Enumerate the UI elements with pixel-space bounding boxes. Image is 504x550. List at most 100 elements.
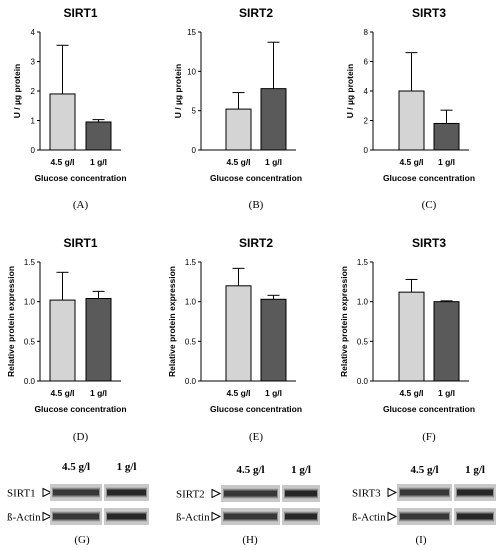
y-tick-label: 15 [187, 28, 196, 37]
x-axis-label: Glucose concentration [210, 173, 302, 183]
chart-panel-b: SIRT2 0 5 10 15 U / µg protein 4.5 g/l 1 g/l Glu… [173, 6, 302, 211]
band [400, 513, 449, 520]
y-tick-label: 0.0 [24, 377, 36, 386]
y-tick-label: 8 [364, 28, 369, 37]
bar [260, 88, 287, 151]
y-tick-label: 1.0 [357, 298, 369, 307]
band [224, 513, 277, 520]
blot-row-label: ß-Actin [352, 512, 386, 524]
x-tick-label: 1 g/l [265, 388, 282, 398]
panel-label: (E) [249, 431, 263, 443]
chart-title: SIRT3 [412, 236, 446, 250]
panel-label: (A) [73, 199, 89, 211]
band [457, 489, 493, 496]
chart-title: SIRT1 [63, 6, 97, 20]
y-axis-label: Relative protein expression [167, 266, 177, 377]
chart-title: SIRT3 [412, 6, 446, 20]
chart-panel-e: SIRT2 0.0 0.5 1.0 1.5 Relative protein expres… [167, 236, 302, 443]
blot-column-label: 1 g/l [291, 464, 311, 476]
chart-title: SIRT1 [63, 236, 97, 250]
y-axis-label: U / µg protein [173, 64, 183, 118]
band [53, 513, 99, 520]
bar [225, 108, 252, 151]
bar [433, 301, 460, 382]
arrow-icon [387, 487, 398, 498]
blot-row-label: SIRT3 [352, 488, 381, 500]
band [224, 490, 277, 497]
arrow-icon [42, 511, 53, 522]
blot-column-label: 1 g/l [117, 461, 137, 473]
y-tick-label: 2 [31, 87, 36, 96]
y-tick-label: 0.5 [185, 337, 197, 346]
y-axis-label: U / µg protein [345, 64, 355, 118]
bar [49, 93, 76, 151]
bar [85, 297, 112, 382]
y-tick-label: 1.0 [185, 298, 197, 307]
panel-label: (H) [242, 534, 258, 546]
y-tick-label: 1.0 [24, 298, 36, 307]
bar [49, 299, 76, 382]
y-tick-label: 6 [364, 58, 369, 67]
x-tick-label: 4.5 g/l [50, 388, 74, 398]
x-axis-label: Glucose concentration [383, 173, 475, 183]
bar [260, 298, 287, 382]
y-tick-label: 0 [364, 146, 369, 155]
y-tick-label: 3 [31, 58, 36, 67]
blot-panel-g: 4.5 g/l 1 g/l SIRT1 ß-Actin (G) [7, 461, 149, 546]
chart-panel-f: SIRT3 0.0 0.5 1.0 1.5 Relative protein expres… [339, 236, 475, 443]
band [107, 489, 146, 496]
y-tick-label: 1 [31, 117, 36, 126]
chart-panel-a: SIRT1 0 1 2 3 4 U / µg protein 4.5 g/l 1 g/l Gluc… [12, 6, 127, 211]
blot-row-label: SIRT1 [7, 488, 36, 500]
blot-panel-h: 4.5 g/l 1 g/l SIRT2 ß-Actin (H) [176, 464, 320, 546]
y-axis-label: Relative protein expression [6, 266, 16, 377]
y-tick-label: 0.5 [24, 337, 36, 346]
chart-title: SIRT2 [239, 236, 273, 250]
panel-label: (F) [422, 431, 436, 443]
arrow-icon [211, 488, 222, 499]
arrow-icon [387, 511, 398, 522]
y-tick-label: 4 [31, 28, 36, 37]
y-tick-label: 0.0 [357, 377, 369, 386]
band [457, 513, 493, 520]
y-tick-label: 1.5 [185, 258, 197, 267]
blot-column-label: 4.5 g/l [236, 464, 264, 476]
blot-panel-i: 4.5 g/l 1 g/l SIRT3 ß-Actin (I) [352, 464, 496, 546]
band [107, 513, 146, 520]
panel-label: (G) [74, 534, 90, 546]
y-tick-label: 0.5 [357, 337, 369, 346]
y-tick-label: 4 [364, 87, 369, 96]
y-axis-label: U / µg protein [12, 64, 22, 118]
band [400, 489, 449, 496]
panel-label: (D) [73, 431, 89, 443]
panel-label: (I) [416, 534, 427, 546]
x-tick-label: 4.5 g/l [399, 157, 423, 167]
x-tick-label: 4.5 g/l [226, 157, 250, 167]
x-axis-label: Glucose concentration [210, 404, 302, 414]
x-tick-label: 4.5 g/l [50, 157, 74, 167]
bar [398, 291, 425, 382]
bar [85, 121, 112, 151]
x-axis-label: Glucose concentration [34, 404, 126, 414]
band [285, 513, 317, 520]
x-tick-label: 4.5 g/l [399, 388, 423, 398]
blot-row-label: ß-Actin [176, 512, 210, 524]
blot-row-label: ß-Actin [7, 512, 41, 524]
band [53, 489, 99, 496]
arrow-icon [42, 487, 53, 498]
blot-row-label: SIRT2 [176, 489, 205, 501]
panel-label: (B) [249, 199, 264, 211]
chart-title: SIRT2 [239, 6, 273, 20]
y-tick-label: 1.5 [357, 258, 369, 267]
band [285, 490, 317, 497]
arrow-icon [211, 511, 222, 522]
chart-panel-c: SIRT3 0 2 4 6 8 U / µg protein 4.5 g/l 1 g/l Gluc… [345, 6, 475, 211]
bar [225, 285, 252, 382]
blot-column-label: 4.5 g/l [62, 461, 90, 473]
chart-panel-d: SIRT1 0.0 0.5 1.0 1.5 Relative protein expres… [6, 236, 127, 443]
y-tick-label: 1.5 [24, 258, 36, 267]
blot-column-label: 4.5 g/l [410, 464, 438, 476]
y-tick-label: 10 [187, 67, 196, 76]
x-axis-label: Glucose concentration [34, 173, 126, 183]
